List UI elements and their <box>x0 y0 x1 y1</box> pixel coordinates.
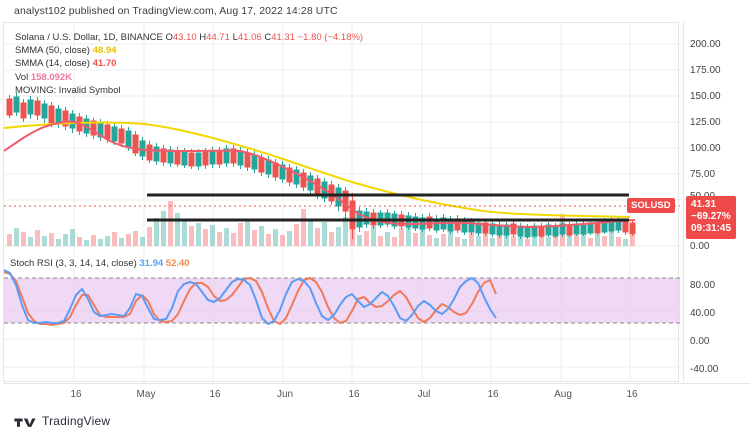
axis-tick-175: 175.00 <box>690 65 721 76</box>
osc-axis-tick-neg40: -40.00 <box>690 364 719 375</box>
current-change-pct: −69.27% <box>691 211 731 222</box>
volume-value: 158.092K <box>30 71 73 83</box>
stoch-rsi-d-value: 52.40 <box>165 258 190 269</box>
countdown-timer: 09:31:45 <box>691 223 732 234</box>
volume-histogram <box>7 201 635 246</box>
stoch-rsi-k-line <box>4 269 497 325</box>
symbol-badge: SOLUSD <box>627 198 675 213</box>
time-tick-3: Jun <box>276 389 294 400</box>
time-tick-2: 16 <box>209 389 221 400</box>
time-tick-0: 16 <box>70 389 82 400</box>
smma14-line <box>4 120 636 229</box>
price-pane <box>4 23 680 259</box>
tradingview-footer[interactable]: TradingView <box>14 414 110 428</box>
legend-smma50-row: SMMA (50, close) 48.94 <box>15 45 117 57</box>
tradingview-brand-label: TradingView <box>42 414 111 428</box>
legend-moving-row: MOVING: Invalid Symbol <box>15 84 121 96</box>
candlestick-series <box>6 93 636 239</box>
legend-symbol: Solana / U.S. Dollar, 1D, BINANCE <box>15 32 163 43</box>
time-tick-7: Aug <box>554 389 572 400</box>
stoch-rsi-k-value: 31.94 <box>139 258 164 269</box>
stoch-rsi-svg <box>4 261 680 382</box>
axis-tick-125: 125.00 <box>690 117 721 128</box>
time-axis[interactable]: 16 May 16 Jun 16 Jul 16 Aug 16 <box>3 383 750 407</box>
time-tick-5: Jul <box>417 389 431 400</box>
smma50-line <box>4 121 631 218</box>
axis-tick-150: 150.00 <box>690 91 721 102</box>
stoch-rsi-legend: Stoch RSI (3, 3, 14, 14, close) 31.94 52… <box>10 258 190 269</box>
legend-smma14-row: SMMA (14, close) 41.70 <box>15 58 117 70</box>
legend-volume-row: Vol 158.092K <box>15 71 73 83</box>
attribution-text: analyst102 published on TradingView.com,… <box>14 5 338 17</box>
legend-ohlc: O43.10 H44.71 L41.06 C41.31 −1.80 (−4.18… <box>165 32 364 43</box>
axis-tick-200: 200.00 <box>690 39 721 50</box>
current-price-badge: 41.31 −69.27% 09:31:45 <box>686 196 737 239</box>
osc-axis-tick-80: 80.00 <box>690 280 716 291</box>
price-legend: Solana / U.S. Dollar, 1D, BINANCE O43.10… <box>15 31 363 97</box>
chart-canvas[interactable]: Solana / U.S. Dollar, 1D, BINANCE O43.10… <box>3 22 680 382</box>
time-tick-4: 16 <box>348 389 360 400</box>
time-tick-6: 16 <box>487 389 499 400</box>
tradingview-logo-icon <box>14 415 36 428</box>
price-pane-svg <box>4 23 680 259</box>
axis-tick-0: 0.00 <box>690 241 710 252</box>
osc-axis-tick-40: 40.00 <box>690 308 716 319</box>
stoch-rsi-title: Stoch RSI (3, 3, 14, 14, close) <box>10 258 137 269</box>
legend-symbol-row: Solana / U.S. Dollar, 1D, BINANCE O43.10… <box>15 31 363 44</box>
smma50-value: 48.94 <box>92 45 117 57</box>
smma14-value: 41.70 <box>92 58 117 70</box>
axis-tick-100: 100.00 <box>690 143 721 154</box>
time-tick-8: 16 <box>626 389 638 400</box>
axis-tick-75: 75.00 <box>690 169 716 180</box>
osc-axis-tick-0: 0.00 <box>690 336 710 347</box>
stoch-rsi-pane <box>4 261 680 382</box>
time-tick-1: May <box>136 389 156 400</box>
current-price: 41.31 <box>691 199 717 210</box>
